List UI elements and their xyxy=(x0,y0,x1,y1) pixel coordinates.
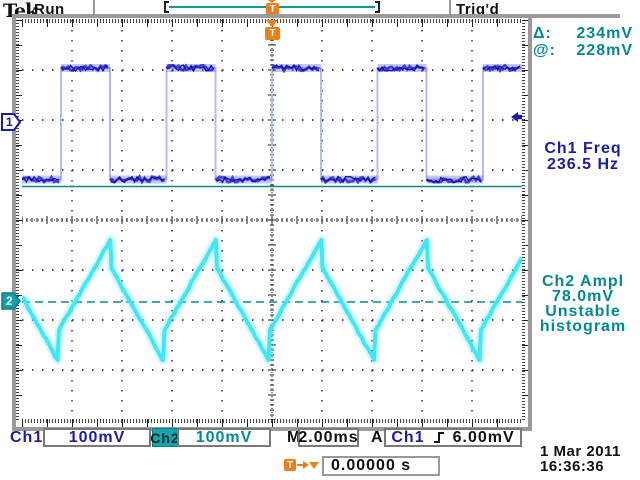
date-text: 1 Mar 2011 xyxy=(540,443,621,460)
cursor-delta-label: Δ: xyxy=(533,25,552,42)
record-ruler-bottom xyxy=(22,419,522,427)
trigger-group-label: A xyxy=(371,429,384,446)
acquisition-status: Run xyxy=(34,1,65,18)
ch1-trace xyxy=(426,175,482,184)
record-view-bracket-right xyxy=(375,1,380,13)
ch1-measure-value: 236.5 Hz xyxy=(546,156,620,173)
cursor-delta-value: 234mV xyxy=(576,25,633,42)
ch1-trace-edges xyxy=(22,67,522,181)
timebase-box: 2.00ms xyxy=(298,428,359,447)
ch1-position-marker: 1 xyxy=(1,113,21,131)
ch1-scale-value: 100mV xyxy=(68,428,126,446)
ch1-scale-box: 100mV xyxy=(43,428,151,447)
cursor-at-readout: @: 228mV xyxy=(533,42,633,60)
datetime-block: 1 Mar 2011 16:36:36 xyxy=(540,444,621,474)
ch1-trace xyxy=(376,64,425,72)
ch2-measure-note1: Unstable xyxy=(545,303,621,320)
header-divider-2 xyxy=(449,0,451,17)
rising-edge-icon xyxy=(433,432,444,443)
ch2-measure-label: Ch2 Ampl xyxy=(541,273,625,290)
ch1-measure-label: Ch1 Freq xyxy=(544,140,622,157)
trigger-position-marker-icon: T xyxy=(266,3,279,15)
ch2-measure-note2: histogram xyxy=(539,318,627,335)
delay-arrow-icon xyxy=(297,461,309,469)
ch1-trace xyxy=(215,176,271,184)
trigger-status: Trig'd xyxy=(456,1,500,18)
display-frame-left xyxy=(12,14,16,431)
cursor-at-value: 228mV xyxy=(576,42,633,59)
delay-readout-box: 0.00000 s xyxy=(322,456,440,476)
ch2-scale-value: 100mV xyxy=(195,428,253,446)
ch1-trace xyxy=(22,175,60,184)
trigger-level-arrow-icon xyxy=(511,112,522,122)
timebase-value: 2.00ms xyxy=(298,428,359,446)
svg-text:2: 2 xyxy=(6,294,13,308)
ch2-measure-value: 78.0mV xyxy=(551,288,615,305)
ch2-label-box: Ch2 xyxy=(150,428,180,447)
ch1-trace xyxy=(482,64,521,72)
ch2-position-marker: 2 xyxy=(1,292,21,310)
delay-marker-triangle-icon xyxy=(309,462,319,469)
delay-trigger-icon: T xyxy=(284,459,296,471)
trigger-position-flag-icon: T xyxy=(265,27,280,40)
ch2-scale-box: 100mV xyxy=(177,428,271,447)
delay-value: 0.00000 s xyxy=(331,457,412,474)
ch2-trace xyxy=(22,237,522,363)
ch2-label: Ch2 xyxy=(150,429,180,446)
trigger-source: Ch1 xyxy=(391,428,425,446)
display-frame-top xyxy=(13,14,620,18)
ch1-trace xyxy=(271,63,320,73)
trigger-level-value: 6.00mV xyxy=(452,428,515,446)
timebase-label: M xyxy=(287,429,302,446)
ruler-right xyxy=(522,20,528,420)
ch1-trace xyxy=(60,64,109,72)
ch1-freq-measurement: Ch1 Freq 236.5 Hz xyxy=(528,141,638,173)
cursor-at-label: @: xyxy=(533,42,556,59)
time-text: 16:36:36 xyxy=(540,458,605,475)
display-frame-right xyxy=(528,18,532,431)
ruler-left xyxy=(16,20,22,420)
trigger-position-triangle-icon xyxy=(266,20,278,27)
trigger-position-arrow-top-icon xyxy=(268,0,276,3)
trigger-settings-box: Ch1 6.00mV xyxy=(384,428,522,447)
ch1-trace xyxy=(109,175,165,184)
record-view-bracket-left xyxy=(164,1,169,13)
ch1-trace xyxy=(320,175,376,184)
svg-text:1: 1 xyxy=(6,115,13,129)
cursor-delta-readout: Δ: 234mV xyxy=(533,25,633,43)
ch1-label: Ch1 xyxy=(10,429,44,446)
waveform-display xyxy=(22,20,522,420)
ch1-trace xyxy=(166,64,215,73)
ch2-ampl-measurement: Ch2 Ampl 78.0mV Unstable histogram xyxy=(528,273,638,335)
header-divider xyxy=(93,0,95,17)
display-frame-bottom xyxy=(12,427,532,431)
